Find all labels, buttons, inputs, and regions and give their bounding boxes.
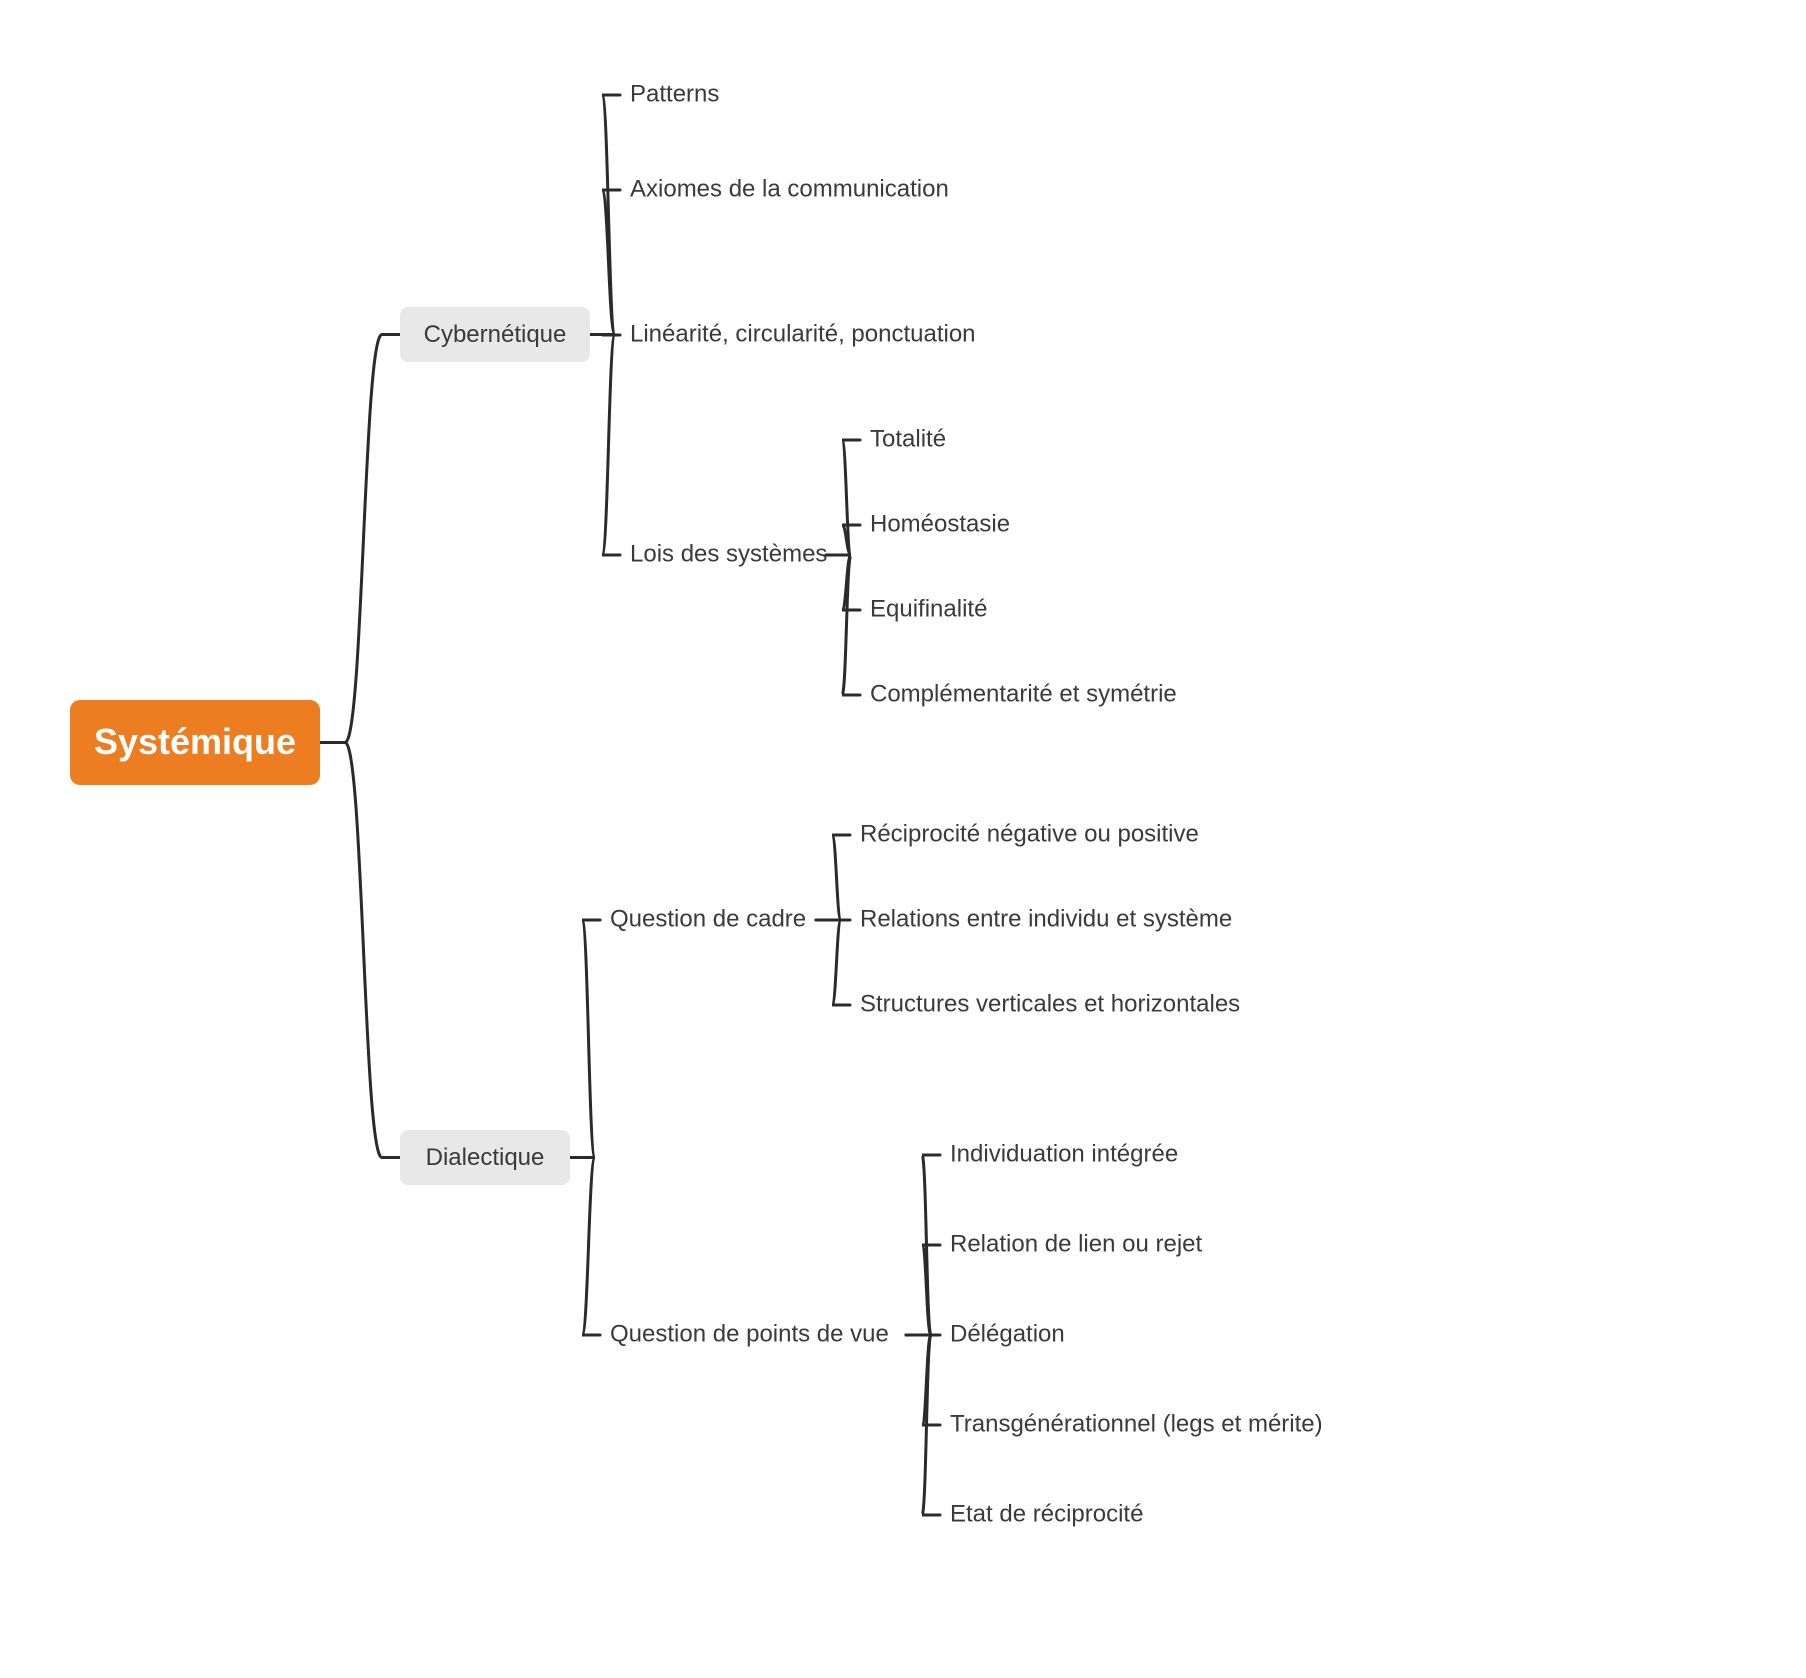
- leaf-label: Relation de lien ou rejet: [950, 1230, 1202, 1257]
- edge: [816, 835, 850, 920]
- mindmap-canvas: Systémique Cybernétique Patterns Axiomes de…: [0, 0, 1806, 1678]
- edge: [320, 743, 400, 1158]
- leaf-label: Question de points de vue: [610, 1320, 889, 1347]
- leaf-label: Relations entre individu et système: [860, 905, 1232, 932]
- leaf-label: Structures verticales et horizontales: [860, 990, 1240, 1017]
- leaf-label: Réciprocité négative ou positive: [860, 820, 1199, 847]
- leaf-label: Patterns: [630, 80, 719, 107]
- edge: [320, 335, 400, 743]
- edge: [906, 1335, 940, 1425]
- edge: [826, 440, 860, 555]
- leaf-label: Homéostasie: [870, 510, 1010, 537]
- leaf-label: Axiomes de la communication: [630, 175, 949, 202]
- edge: [590, 335, 620, 556]
- edge: [826, 525, 860, 555]
- leaf-label: Complémentarité et symétrie: [870, 680, 1177, 707]
- edge: [826, 555, 860, 695]
- root-label: Systémique: [94, 721, 296, 762]
- nodes-layer: Systémique Cybernétique Patterns Axiomes de…: [70, 80, 1323, 1527]
- leaf-label: Individuation intégrée: [950, 1140, 1178, 1167]
- leaf-label: Equifinalité: [870, 595, 987, 622]
- edge: [826, 555, 860, 610]
- edge: [570, 1158, 600, 1336]
- edge: [590, 190, 620, 335]
- edge: [816, 920, 850, 1005]
- leaf-label: Transgénérationnel (legs et mérite): [950, 1410, 1323, 1437]
- leaf-label: Totalité: [870, 425, 946, 452]
- leaf-label: Question de cadre: [610, 905, 806, 932]
- edge: [570, 920, 600, 1158]
- branch-label: Dialectique: [426, 1144, 545, 1171]
- leaf-label: Linéarité, circularité, ponctuation: [630, 320, 976, 347]
- leaf-label: Délégation: [950, 1320, 1065, 1347]
- leaf-label: Lois des systèmes: [630, 540, 827, 567]
- edge: [906, 1245, 940, 1335]
- branch-label: Cybernétique: [424, 321, 567, 348]
- leaf-label: Etat de réciprocité: [950, 1500, 1143, 1527]
